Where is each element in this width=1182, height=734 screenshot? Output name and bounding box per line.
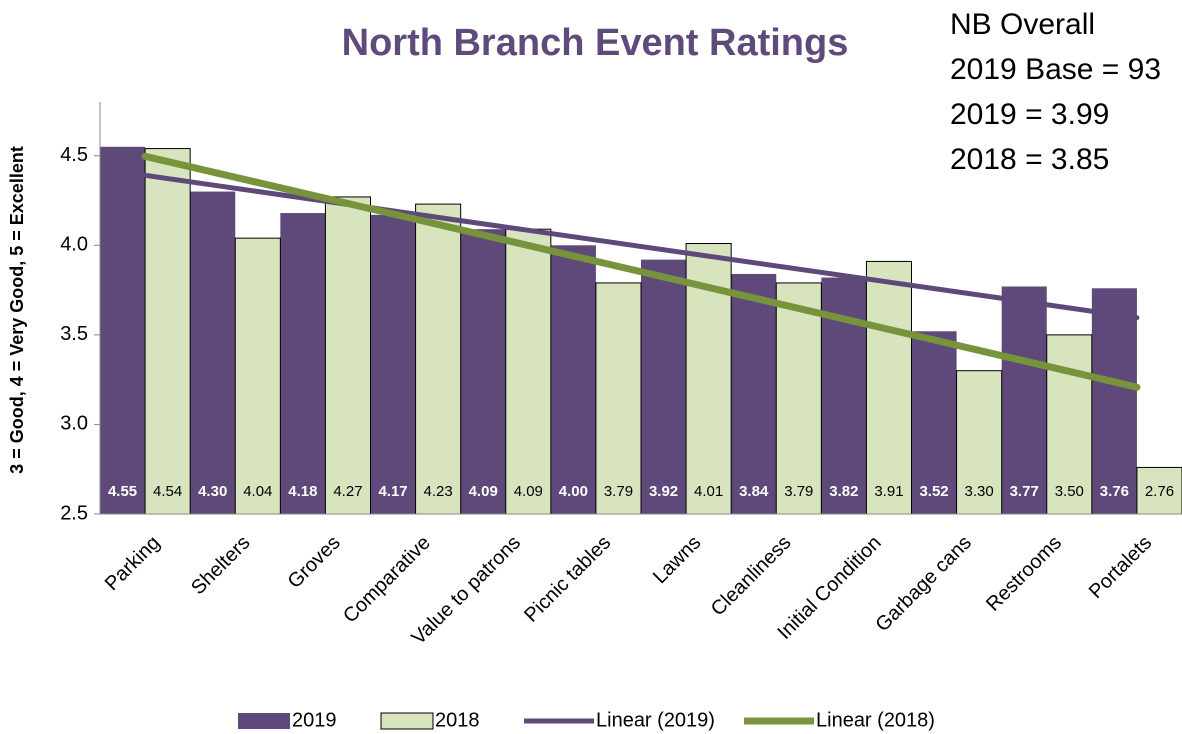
bar [280, 213, 326, 515]
legend-swatch [238, 713, 290, 729]
bar [775, 282, 822, 515]
bar [370, 214, 416, 514]
data-label: 4.18 [288, 483, 317, 500]
bar [550, 245, 596, 514]
data-label: 3.79 [604, 483, 633, 500]
data-label: 3.76 [1100, 483, 1129, 500]
x-tick-label: Shelters [187, 532, 254, 599]
bar [415, 203, 462, 515]
x-tick-label: Comparative [339, 532, 435, 628]
bar [865, 260, 913, 515]
data-label: 3.82 [829, 483, 858, 500]
bar [460, 229, 506, 514]
x-tick-label: Lawns [649, 532, 705, 588]
data-label: 3.77 [1010, 483, 1039, 500]
data-label: 4.23 [424, 483, 453, 500]
legend-label: Linear (2019) [596, 709, 715, 731]
data-label: 3.79 [784, 483, 813, 500]
annotation: 2019 Base = 93 [950, 53, 1161, 86]
bar [100, 146, 146, 515]
data-label: 2.76 [1145, 483, 1174, 500]
y-tick-label: 3.5 [60, 323, 88, 345]
bar [505, 228, 552, 515]
data-label: 3.92 [649, 483, 678, 500]
legend-label: 2018 [435, 709, 480, 731]
data-label: 4.09 [469, 483, 498, 500]
chart-title: North Branch Event Ratings [342, 22, 849, 64]
data-label: 4.54 [153, 483, 182, 500]
trendline [141, 152, 1141, 391]
bar [144, 148, 191, 515]
legend-label: 2019 [292, 709, 337, 731]
bar [641, 259, 687, 514]
data-label: 3.84 [739, 483, 769, 500]
x-tick-label: Cleanliness [707, 532, 796, 621]
data-label: 4.30 [198, 483, 227, 500]
bar [1001, 286, 1047, 514]
x-tick-label: Garbage cans [871, 532, 975, 636]
x-tick-label: Groves [284, 532, 345, 593]
data-label: 4.00 [559, 483, 588, 500]
bar [1091, 288, 1137, 514]
y-tick-label: 4.5 [60, 144, 88, 166]
y-axis-label: 3 = Good, 4 = Very Good, 5 = Excellent [7, 146, 27, 474]
x-tick-label: Parking [101, 532, 165, 596]
bar [731, 273, 777, 514]
y-tick-label: 4.0 [60, 234, 88, 256]
annotation: NB Overall [950, 8, 1095, 41]
x-tick-label: Restrooms [982, 532, 1066, 616]
x-tick-label: Portalets [1085, 532, 1156, 603]
data-label: 3.91 [874, 483, 903, 500]
data-label: 4.09 [514, 483, 543, 500]
data-label: 3.50 [1055, 483, 1084, 500]
bar [1136, 466, 1182, 515]
bar [190, 191, 236, 514]
bar [324, 196, 371, 515]
data-label: 4.01 [694, 483, 723, 500]
bar [595, 282, 642, 515]
data-label: 4.27 [333, 483, 362, 500]
y-tick-label: 3.0 [60, 413, 88, 435]
data-label: 3.52 [919, 483, 948, 500]
data-label: 4.04 [243, 483, 272, 500]
annotation: 2018 = 3.85 [950, 143, 1109, 176]
annotation: 2019 = 3.99 [950, 98, 1109, 131]
legend-label: Linear (2018) [816, 709, 935, 731]
bar [956, 370, 1003, 515]
data-label: 4.55 [108, 483, 137, 500]
y-tick-label: 2.5 [60, 502, 88, 524]
bar [234, 237, 281, 515]
trendline [142, 172, 1140, 321]
data-label: 4.17 [378, 483, 407, 500]
data-label: 3.30 [965, 483, 994, 500]
x-tick-label: Picnic tables [520, 532, 615, 627]
legend-swatch [380, 712, 434, 730]
bar [911, 331, 957, 514]
